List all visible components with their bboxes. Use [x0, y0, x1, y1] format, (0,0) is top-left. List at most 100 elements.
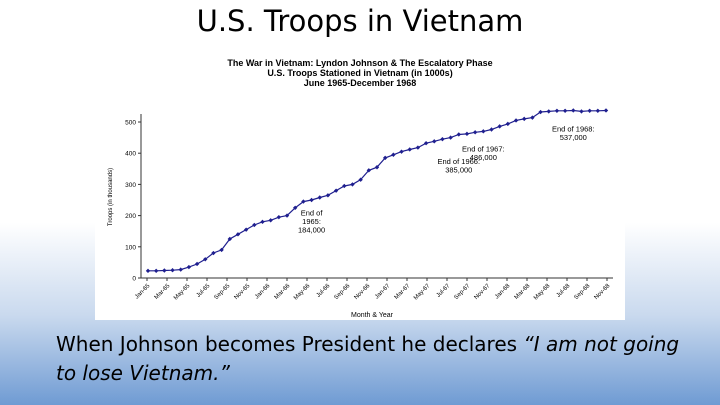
annotation-line: 537,000: [560, 133, 587, 142]
caption-quote: “I am not going to lose Vietnam.”: [56, 332, 680, 385]
x-tick-label: Jul-68: [556, 283, 572, 299]
data-point: [260, 219, 265, 225]
data-point: [268, 218, 273, 223]
x-tick-label: May-66: [293, 283, 312, 302]
data-point: [407, 147, 412, 152]
data-point: [546, 109, 551, 114]
data-point: [293, 205, 298, 210]
data-point: [513, 118, 519, 123]
x-tick-label: Sep-65: [213, 283, 231, 301]
data-point: [317, 195, 322, 200]
chart-title-line: U.S. Troops Stationed in Vietnam (in 100…: [267, 68, 452, 78]
x-tick-label: Jan-65: [134, 283, 152, 301]
annotation-line: End of 1968:: [552, 124, 595, 133]
data-point: [153, 268, 159, 274]
data-point: [309, 197, 314, 203]
data-point: [342, 183, 347, 189]
data-point: [456, 132, 461, 137]
data-point: [374, 165, 380, 170]
data-point: [464, 131, 470, 137]
data-point: [170, 268, 175, 273]
x-tick-label: Nov-68: [593, 283, 611, 301]
annotation-line: End of 1967:: [462, 145, 505, 154]
x-tick-label: Jul-67: [436, 283, 452, 299]
chart-axes: [140, 114, 613, 279]
data-point: [587, 108, 592, 113]
data-point: [432, 139, 437, 144]
troops-series: [148, 109, 607, 272]
annotation-line: End of: [301, 209, 324, 218]
data-point: [391, 152, 396, 157]
data-point: [415, 145, 421, 150]
data-point: [145, 268, 151, 274]
data-point: [227, 236, 232, 242]
x-axis-ticks: Jan-65 Mar-65 May-65 Jul-65 Sep-65 Nov-65 Jan-…: [134, 278, 612, 302]
x-tick-label: Jan-66: [254, 283, 272, 301]
x-tick-label: Nov-65: [233, 283, 251, 301]
x-tick-label: Sep-67: [453, 283, 471, 301]
data-point: [522, 116, 527, 122]
x-tick-label: Jul-65: [196, 283, 212, 299]
chart-title-line: The War in Vietnam: Lyndon Johnson & The…: [227, 58, 492, 68]
x-tick-label: Mar-68: [514, 283, 532, 301]
chart-title: The War in Vietnam: Lyndon Johnson & The…: [227, 58, 492, 88]
data-point: [333, 188, 339, 193]
caption-text: When Johnson becomes President he declar…: [56, 332, 524, 356]
data-point: [481, 129, 486, 134]
y-tick-label: 100: [125, 244, 136, 251]
data-point: [399, 149, 404, 154]
troops-points: [145, 108, 609, 274]
data-point: [178, 267, 183, 272]
y-tick-label: 300: [125, 182, 136, 189]
data-point: [350, 182, 355, 187]
x-tick-label: Mar-67: [394, 283, 412, 301]
y-tick-label: 0: [132, 276, 136, 283]
troops-chart: The War in Vietnam: Lyndon Johnson & The…: [95, 49, 625, 320]
x-tick-label: May-68: [533, 283, 552, 302]
data-point: [194, 261, 200, 267]
x-tick-label: Mar-65: [154, 283, 172, 301]
data-point: [186, 264, 192, 270]
y-tick-label: 400: [125, 151, 136, 158]
annotation-line: 385,000: [445, 166, 472, 175]
data-point: [325, 193, 331, 198]
x-tick-label: Nov-67: [473, 283, 491, 301]
data-point: [497, 124, 502, 129]
data-point: [571, 108, 576, 113]
annotation-line: 486,000: [470, 153, 497, 162]
y-tick-label: 200: [125, 213, 136, 220]
annotation-line: End of 1966:: [438, 157, 481, 166]
x-tick-label: Sep-66: [333, 283, 351, 301]
data-point: [284, 213, 290, 218]
x-tick-label: Sep-68: [573, 283, 591, 301]
data-point: [489, 127, 494, 132]
data-point: [579, 109, 584, 114]
annotation-line: 184,000: [298, 226, 325, 235]
x-tick-label: May-65: [173, 283, 192, 302]
data-point: [440, 136, 445, 142]
data-point: [276, 214, 282, 220]
y-tick-label: 500: [125, 120, 136, 127]
data-point: [538, 109, 543, 115]
data-point: [382, 155, 388, 161]
data-point: [554, 108, 560, 113]
data-point: [562, 108, 568, 113]
data-point: [472, 130, 478, 135]
data-point: [423, 141, 429, 146]
data-point: [595, 108, 601, 113]
x-axis-label: Month & Year: [351, 312, 394, 319]
y-axis-label: Troops (in thousands): [108, 168, 114, 226]
x-tick-label: Jan-68: [494, 283, 512, 301]
x-tick-label: Jul-66: [316, 283, 332, 299]
data-point: [603, 108, 609, 113]
chart-title-line: June 1965-December 1968: [304, 78, 417, 88]
data-point: [243, 227, 249, 232]
data-point: [505, 121, 511, 127]
data-point: [252, 222, 257, 228]
data-point: [219, 247, 224, 253]
x-tick-label: May-67: [413, 283, 432, 302]
troops-series-line: [148, 109, 607, 272]
slide-title: U.S. Troops in Vietnam: [196, 4, 524, 38]
data-point: [235, 232, 241, 237]
